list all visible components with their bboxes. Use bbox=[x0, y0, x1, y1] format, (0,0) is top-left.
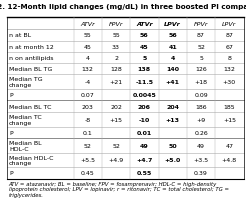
Text: 49: 49 bbox=[197, 143, 205, 148]
Text: 50: 50 bbox=[168, 143, 177, 148]
Text: Median BL
HDL-C: Median BL HDL-C bbox=[9, 140, 42, 151]
Text: 87: 87 bbox=[225, 33, 233, 38]
Text: ATV = atazanavir; BL = baseline; FPV = fosamprenavir; HDL-C = high-density
lipop: ATV = atazanavir; BL = baseline; FPV = f… bbox=[9, 181, 229, 197]
Text: 4: 4 bbox=[170, 56, 175, 61]
Text: 47: 47 bbox=[225, 143, 233, 148]
Text: 0.0045: 0.0045 bbox=[132, 93, 156, 98]
Text: +15: +15 bbox=[109, 117, 123, 122]
Text: +18: +18 bbox=[195, 80, 208, 85]
Text: 0.1: 0.1 bbox=[83, 130, 92, 135]
Text: 8: 8 bbox=[228, 56, 231, 61]
Text: 49: 49 bbox=[140, 143, 149, 148]
Text: P: P bbox=[9, 171, 13, 176]
Text: 45: 45 bbox=[140, 44, 149, 50]
Text: 186: 186 bbox=[195, 104, 207, 109]
Text: 140: 140 bbox=[166, 67, 179, 72]
Text: +9: +9 bbox=[196, 117, 206, 122]
Text: +3.5: +3.5 bbox=[193, 158, 209, 163]
Text: 0.26: 0.26 bbox=[194, 130, 208, 135]
Text: 203: 203 bbox=[82, 104, 94, 109]
Text: n at month 12: n at month 12 bbox=[9, 44, 54, 50]
Text: +4.7: +4.7 bbox=[136, 158, 153, 163]
Text: 138: 138 bbox=[138, 67, 151, 72]
Text: 52: 52 bbox=[84, 143, 92, 148]
Text: -4: -4 bbox=[85, 80, 91, 85]
Text: Median BL TC: Median BL TC bbox=[9, 104, 52, 109]
Text: +41: +41 bbox=[166, 80, 180, 85]
Text: 0.39: 0.39 bbox=[194, 171, 208, 176]
Text: +13: +13 bbox=[166, 117, 180, 122]
Text: 5: 5 bbox=[199, 56, 203, 61]
Text: P: P bbox=[9, 93, 13, 98]
Text: 87: 87 bbox=[197, 33, 205, 38]
Text: -8: -8 bbox=[85, 117, 91, 122]
Text: -11.5: -11.5 bbox=[135, 80, 154, 85]
Text: 52: 52 bbox=[112, 143, 120, 148]
Text: +30: +30 bbox=[223, 80, 236, 85]
Text: 0.45: 0.45 bbox=[81, 171, 94, 176]
Text: 55: 55 bbox=[112, 33, 120, 38]
Text: 206: 206 bbox=[138, 104, 151, 109]
Text: 126: 126 bbox=[195, 67, 207, 72]
Text: LPVr: LPVr bbox=[164, 22, 181, 27]
Text: FPVr: FPVr bbox=[194, 22, 208, 27]
Text: P: P bbox=[9, 130, 13, 135]
Text: n at BL: n at BL bbox=[9, 33, 31, 38]
Text: ATVr: ATVr bbox=[136, 22, 153, 27]
Text: 202: 202 bbox=[110, 104, 122, 109]
Text: 5: 5 bbox=[142, 56, 147, 61]
Text: Median BL TG: Median BL TG bbox=[9, 67, 52, 72]
Text: 185: 185 bbox=[224, 104, 235, 109]
Text: 56: 56 bbox=[140, 33, 149, 38]
Text: n on antilipids: n on antilipids bbox=[9, 56, 54, 61]
Text: Table 2. 12-Month lipid changes (mg/dL) in three boosted PI comparisons: Table 2. 12-Month lipid changes (mg/dL) … bbox=[0, 4, 246, 10]
Text: +15: +15 bbox=[223, 117, 236, 122]
Text: +5.0: +5.0 bbox=[165, 158, 181, 163]
Text: 55: 55 bbox=[84, 33, 92, 38]
Text: 4: 4 bbox=[86, 56, 90, 61]
Text: 204: 204 bbox=[166, 104, 179, 109]
Text: 41: 41 bbox=[168, 44, 177, 50]
Text: 132: 132 bbox=[82, 67, 94, 72]
Text: 128: 128 bbox=[110, 67, 122, 72]
Text: 2: 2 bbox=[114, 56, 118, 61]
Text: Median TC
change: Median TC change bbox=[9, 114, 42, 125]
Text: 0.01: 0.01 bbox=[137, 130, 152, 135]
Text: Median TG
change: Median TG change bbox=[9, 77, 43, 88]
Text: 45: 45 bbox=[84, 44, 92, 50]
Text: 0.07: 0.07 bbox=[81, 93, 94, 98]
Text: +4.8: +4.8 bbox=[222, 158, 237, 163]
Text: ATVr: ATVr bbox=[80, 22, 95, 27]
Text: 52: 52 bbox=[197, 44, 205, 50]
Text: LPVr: LPVr bbox=[222, 22, 237, 27]
Text: 0.09: 0.09 bbox=[194, 93, 208, 98]
Text: +4.9: +4.9 bbox=[108, 158, 124, 163]
Text: 132: 132 bbox=[223, 67, 235, 72]
Text: -10: -10 bbox=[139, 117, 150, 122]
Text: 33: 33 bbox=[112, 44, 120, 50]
Text: +21: +21 bbox=[109, 80, 123, 85]
Text: 56: 56 bbox=[168, 33, 177, 38]
Text: 67: 67 bbox=[225, 44, 233, 50]
Text: FPVr: FPVr bbox=[109, 22, 123, 27]
Text: +5.5: +5.5 bbox=[80, 158, 95, 163]
Text: 0.55: 0.55 bbox=[137, 171, 152, 176]
Text: Median HDL-C
change: Median HDL-C change bbox=[9, 155, 54, 165]
